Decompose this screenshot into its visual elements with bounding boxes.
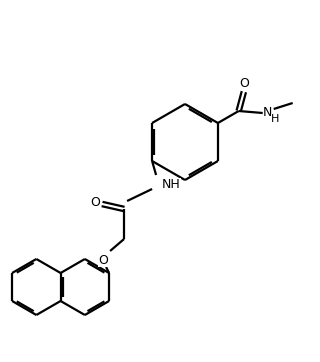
Text: H: H: [270, 114, 279, 124]
Text: NH: NH: [162, 177, 181, 190]
Text: N: N: [263, 105, 272, 118]
Text: O: O: [98, 253, 108, 266]
Text: O: O: [90, 197, 100, 210]
Text: O: O: [239, 77, 249, 90]
